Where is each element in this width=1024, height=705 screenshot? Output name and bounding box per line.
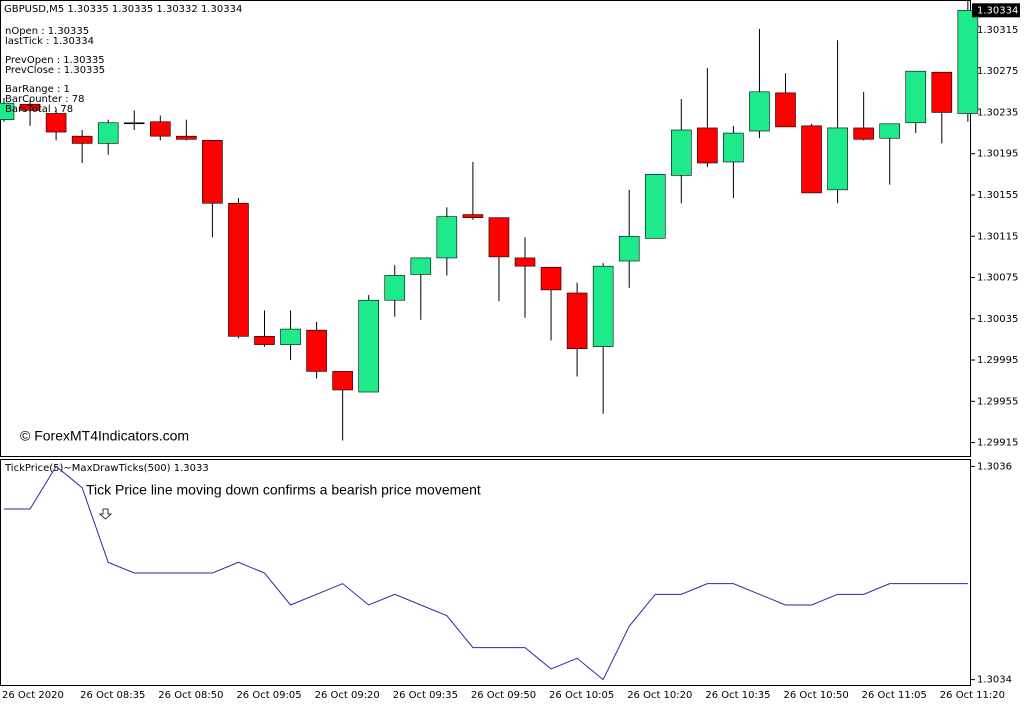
candle-body bbox=[905, 70, 927, 124]
y-tick-label: 1.30075 bbox=[977, 273, 1018, 284]
info-line: lastTick : 1.30334 bbox=[5, 36, 94, 47]
candle-body bbox=[540, 266, 562, 291]
candle-body bbox=[410, 257, 432, 275]
current-price-box bbox=[972, 3, 1020, 18]
candle-body bbox=[150, 121, 171, 137]
down-arrow-icon bbox=[98, 508, 113, 520]
x-tick-label: 26 Oct 11:05 bbox=[862, 690, 927, 701]
x-tick-label: 26 Oct 08:50 bbox=[158, 690, 223, 701]
x-tick-label: 26 Oct 10:35 bbox=[705, 690, 770, 701]
candle-body bbox=[931, 71, 953, 113]
candle-body bbox=[488, 217, 510, 258]
tick-price-line bbox=[4, 465, 968, 681]
candle-body bbox=[97, 122, 119, 144]
info-line: nOpen : 1.30335 bbox=[5, 26, 89, 37]
info-line: BarsTotal : 78 bbox=[5, 104, 73, 115]
candle-body bbox=[0, 102, 15, 120]
y-tick-label: 1.30275 bbox=[977, 66, 1018, 77]
candle-body bbox=[514, 257, 536, 267]
watermark: © ForexMT4Indicators.com bbox=[20, 428, 189, 444]
y-tick-label: 1.30115 bbox=[977, 231, 1018, 242]
indicator-header: TickPrice(5)~MaxDrawTicks(500) 1.3033 bbox=[4, 463, 209, 474]
candle-body bbox=[670, 129, 692, 176]
candle-body bbox=[19, 103, 41, 111]
annotation: Tick Price line moving down confirms a b… bbox=[86, 482, 481, 498]
x-tick-label: 26 Oct 11:20 bbox=[940, 690, 1005, 701]
candle-body bbox=[957, 10, 979, 114]
y-tick-label: 1.3034 bbox=[977, 675, 1012, 686]
candle-body bbox=[566, 292, 588, 350]
candle-body bbox=[462, 214, 484, 218]
candle-body bbox=[801, 125, 822, 194]
candle-body bbox=[879, 123, 901, 139]
candle-body bbox=[723, 132, 744, 163]
x-tick-label: 26 Oct 09:35 bbox=[393, 690, 458, 701]
x-tick-label: 26 Oct 10:20 bbox=[627, 690, 692, 701]
candle-body bbox=[254, 336, 275, 345]
candle-body bbox=[306, 329, 327, 372]
candle-body bbox=[332, 371, 353, 391]
y-tick-label: 1.29995 bbox=[977, 355, 1018, 366]
indicator-pane bbox=[0, 459, 971, 686]
candle-body bbox=[176, 135, 197, 140]
x-tick-label: 26 Oct 09:20 bbox=[315, 690, 380, 701]
current-price-label: 1.30334 bbox=[977, 5, 1018, 16]
y-tick-label: 1.30315 bbox=[977, 25, 1018, 36]
x-tick-label: 26 Oct 09:50 bbox=[471, 690, 536, 701]
candle-body bbox=[45, 113, 67, 133]
x-tick-label: 26 Oct 08:35 bbox=[80, 690, 145, 701]
main-pane bbox=[0, 0, 971, 457]
candle-body bbox=[384, 275, 406, 301]
x-tick-label: 26 Oct 09:05 bbox=[236, 690, 301, 701]
info-line: PrevClose : 1.30335 bbox=[5, 65, 105, 76]
x-tick-label: 26 Oct 10:05 bbox=[549, 690, 614, 701]
info-line: BarRange : 1 bbox=[5, 84, 70, 95]
y-tick-label: 1.30155 bbox=[977, 190, 1018, 201]
y-tick-label: 1.29915 bbox=[977, 438, 1018, 449]
y-tick-label: 1.30195 bbox=[977, 149, 1018, 160]
info-line: BarCounter : 78 bbox=[5, 94, 85, 105]
candle-body bbox=[436, 216, 458, 259]
candle-body bbox=[697, 127, 718, 164]
candle-body bbox=[644, 174, 666, 239]
candle-body bbox=[71, 135, 93, 144]
candle-body bbox=[280, 328, 301, 345]
y-tick-label: 1.30035 bbox=[977, 314, 1018, 325]
x-tick-label: 26 Oct 2020 bbox=[2, 690, 64, 701]
candle-body bbox=[358, 299, 380, 393]
candle-body bbox=[228, 202, 249, 337]
x-tick-label: 26 Oct 10:50 bbox=[784, 690, 849, 701]
candle-body bbox=[202, 140, 223, 204]
candle-body bbox=[749, 91, 770, 132]
y-tick-label: 1.30235 bbox=[977, 107, 1018, 118]
candle-body bbox=[592, 265, 614, 347]
y-tick-label: 1.29955 bbox=[977, 396, 1018, 407]
candle-body bbox=[775, 92, 796, 128]
y-tick-label: 1.3036 bbox=[977, 461, 1012, 472]
candle-body bbox=[618, 235, 640, 262]
candle-body bbox=[123, 122, 145, 125]
info-line: PrevOpen : 1.30335 bbox=[5, 55, 105, 66]
chart-header: GBPUSD,M5 1.30335 1.30335 1.30332 1.3033… bbox=[4, 4, 242, 15]
candle-body bbox=[853, 127, 874, 140]
candle-body bbox=[827, 127, 848, 191]
